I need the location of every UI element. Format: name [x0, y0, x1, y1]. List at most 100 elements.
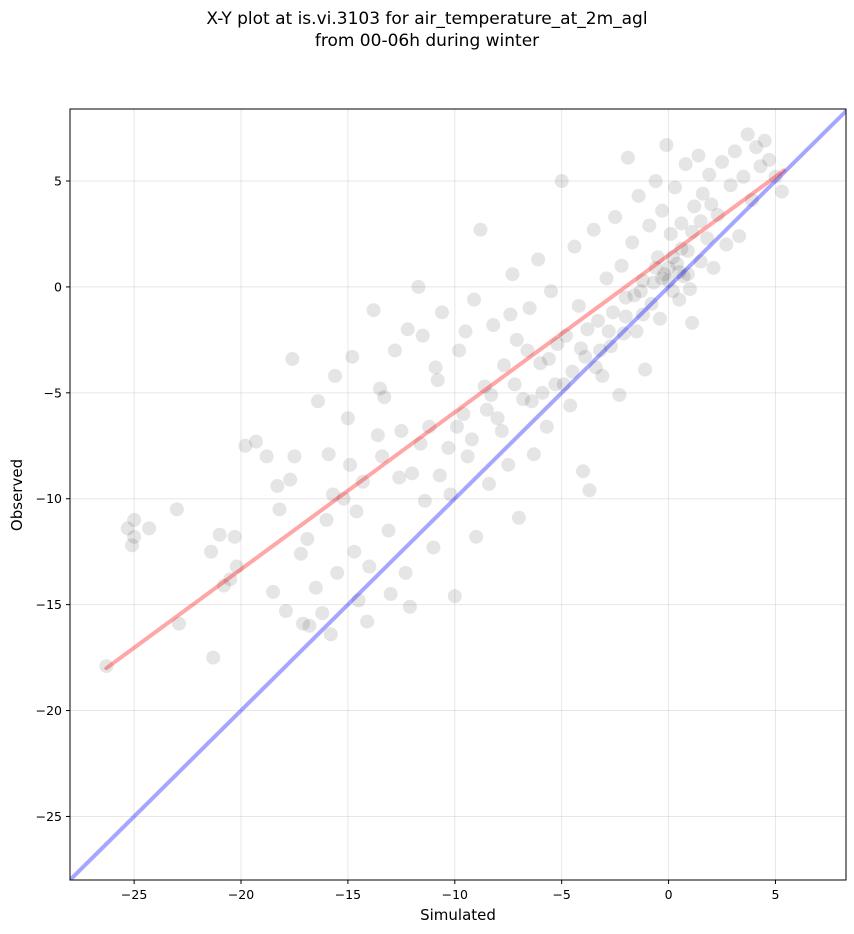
scatter-point: [285, 351, 300, 366]
scatter-point: [490, 411, 505, 426]
scatter-point: [678, 157, 693, 172]
scatter-point: [392, 470, 407, 485]
scatter-point: [693, 214, 708, 229]
scatter-point: [355, 474, 370, 489]
scatter-point: [655, 203, 670, 218]
scatter-point: [443, 487, 458, 502]
scatter-point: [319, 512, 334, 527]
scatter-point: [723, 178, 738, 193]
scatter-point: [543, 284, 558, 299]
scatter-point: [595, 368, 610, 383]
scatter-point: [603, 339, 618, 354]
chart-title-line-1: X-Y plot at is.vi.3103 for air_temperatu…: [206, 9, 648, 29]
scatter-point: [486, 318, 501, 333]
scatter-point: [328, 368, 343, 383]
scatter-point: [310, 394, 325, 409]
scatter-point: [430, 373, 445, 388]
scatter-point: [670, 256, 685, 271]
scatter-point: [120, 521, 135, 536]
scatter-point: [663, 226, 678, 241]
scatter-point: [511, 510, 526, 525]
scatter-point: [601, 324, 616, 339]
scatter-point: [618, 309, 633, 324]
scatter-point: [460, 449, 475, 464]
y-tick-label: −25: [36, 809, 62, 824]
y-tick-label: −10: [36, 491, 62, 506]
scatter-point: [172, 616, 187, 631]
scatter-point: [531, 252, 546, 267]
scatter-point: [744, 193, 759, 208]
scatter-point: [672, 292, 687, 307]
scatter-point: [362, 559, 377, 574]
scatter-point: [336, 491, 351, 506]
y-tick-label: 5: [54, 174, 62, 189]
scatter-point: [768, 169, 783, 184]
scatter-point: [452, 343, 467, 358]
scatter-point: [287, 449, 302, 464]
scatter-point: [394, 423, 409, 438]
scatter-point: [467, 292, 482, 307]
scatter-point: [618, 290, 633, 305]
scatter-point: [340, 411, 355, 426]
scatter-point: [484, 387, 499, 402]
scatter-point: [586, 222, 601, 237]
scatter-point: [633, 284, 648, 299]
scatter-point: [573, 341, 588, 356]
scatter-point: [343, 457, 358, 472]
scatter-point: [302, 618, 317, 633]
scatter-point: [593, 343, 608, 358]
scatter-point: [732, 229, 747, 244]
scatter-point: [704, 197, 719, 212]
scatter-point: [631, 188, 646, 203]
scatter-point: [481, 476, 496, 491]
scatter-point: [402, 599, 417, 614]
scatter-point: [496, 358, 511, 373]
y-tick-label: 0: [54, 279, 62, 294]
scatter-point: [524, 394, 539, 409]
scatter-point: [680, 243, 695, 258]
scatter-point: [661, 260, 676, 275]
scatter-point: [456, 407, 471, 422]
scatter-point: [661, 273, 676, 288]
scatter-point: [571, 298, 586, 313]
scatter-point: [99, 659, 114, 674]
scatter-point: [558, 328, 573, 343]
scatter-point: [259, 449, 274, 464]
scatter-point: [477, 379, 492, 394]
scatter-point: [520, 343, 535, 358]
scatter-point: [351, 593, 366, 608]
scatter-point: [422, 419, 437, 434]
scatter-point: [616, 326, 631, 341]
scatter-point: [608, 210, 623, 225]
scatter-point: [377, 390, 392, 405]
scatter-point: [458, 324, 473, 339]
scatter-point: [223, 572, 238, 587]
scatter-point: [736, 169, 751, 184]
scatter-point: [680, 267, 695, 282]
scatter-point: [554, 174, 569, 189]
scatter-point: [614, 258, 629, 273]
x-tick-label: −5: [552, 887, 570, 902]
scatter-point: [503, 307, 518, 322]
scatter-point: [127, 529, 142, 544]
scatter-point: [516, 392, 531, 407]
scatter-point: [315, 606, 330, 621]
scatter-point: [715, 154, 730, 169]
scatter-point: [685, 315, 700, 330]
scatter-point: [127, 512, 142, 527]
scatter-point: [749, 140, 764, 155]
scatter-point: [591, 313, 606, 328]
scatter-point: [366, 303, 381, 318]
scatter-point: [605, 305, 620, 320]
scatter-point: [398, 565, 413, 580]
scatter-point: [296, 616, 311, 631]
y-axis-label: Observed: [8, 459, 26, 531]
scatter-point: [501, 457, 516, 472]
scatter-point: [283, 472, 298, 487]
x-axis-label: Simulated: [420, 906, 496, 924]
scatter-point: [509, 332, 524, 347]
scatter-point: [702, 167, 717, 182]
scatter-point: [620, 150, 635, 165]
scatter-point: [612, 387, 627, 402]
scatter-point: [627, 288, 642, 303]
